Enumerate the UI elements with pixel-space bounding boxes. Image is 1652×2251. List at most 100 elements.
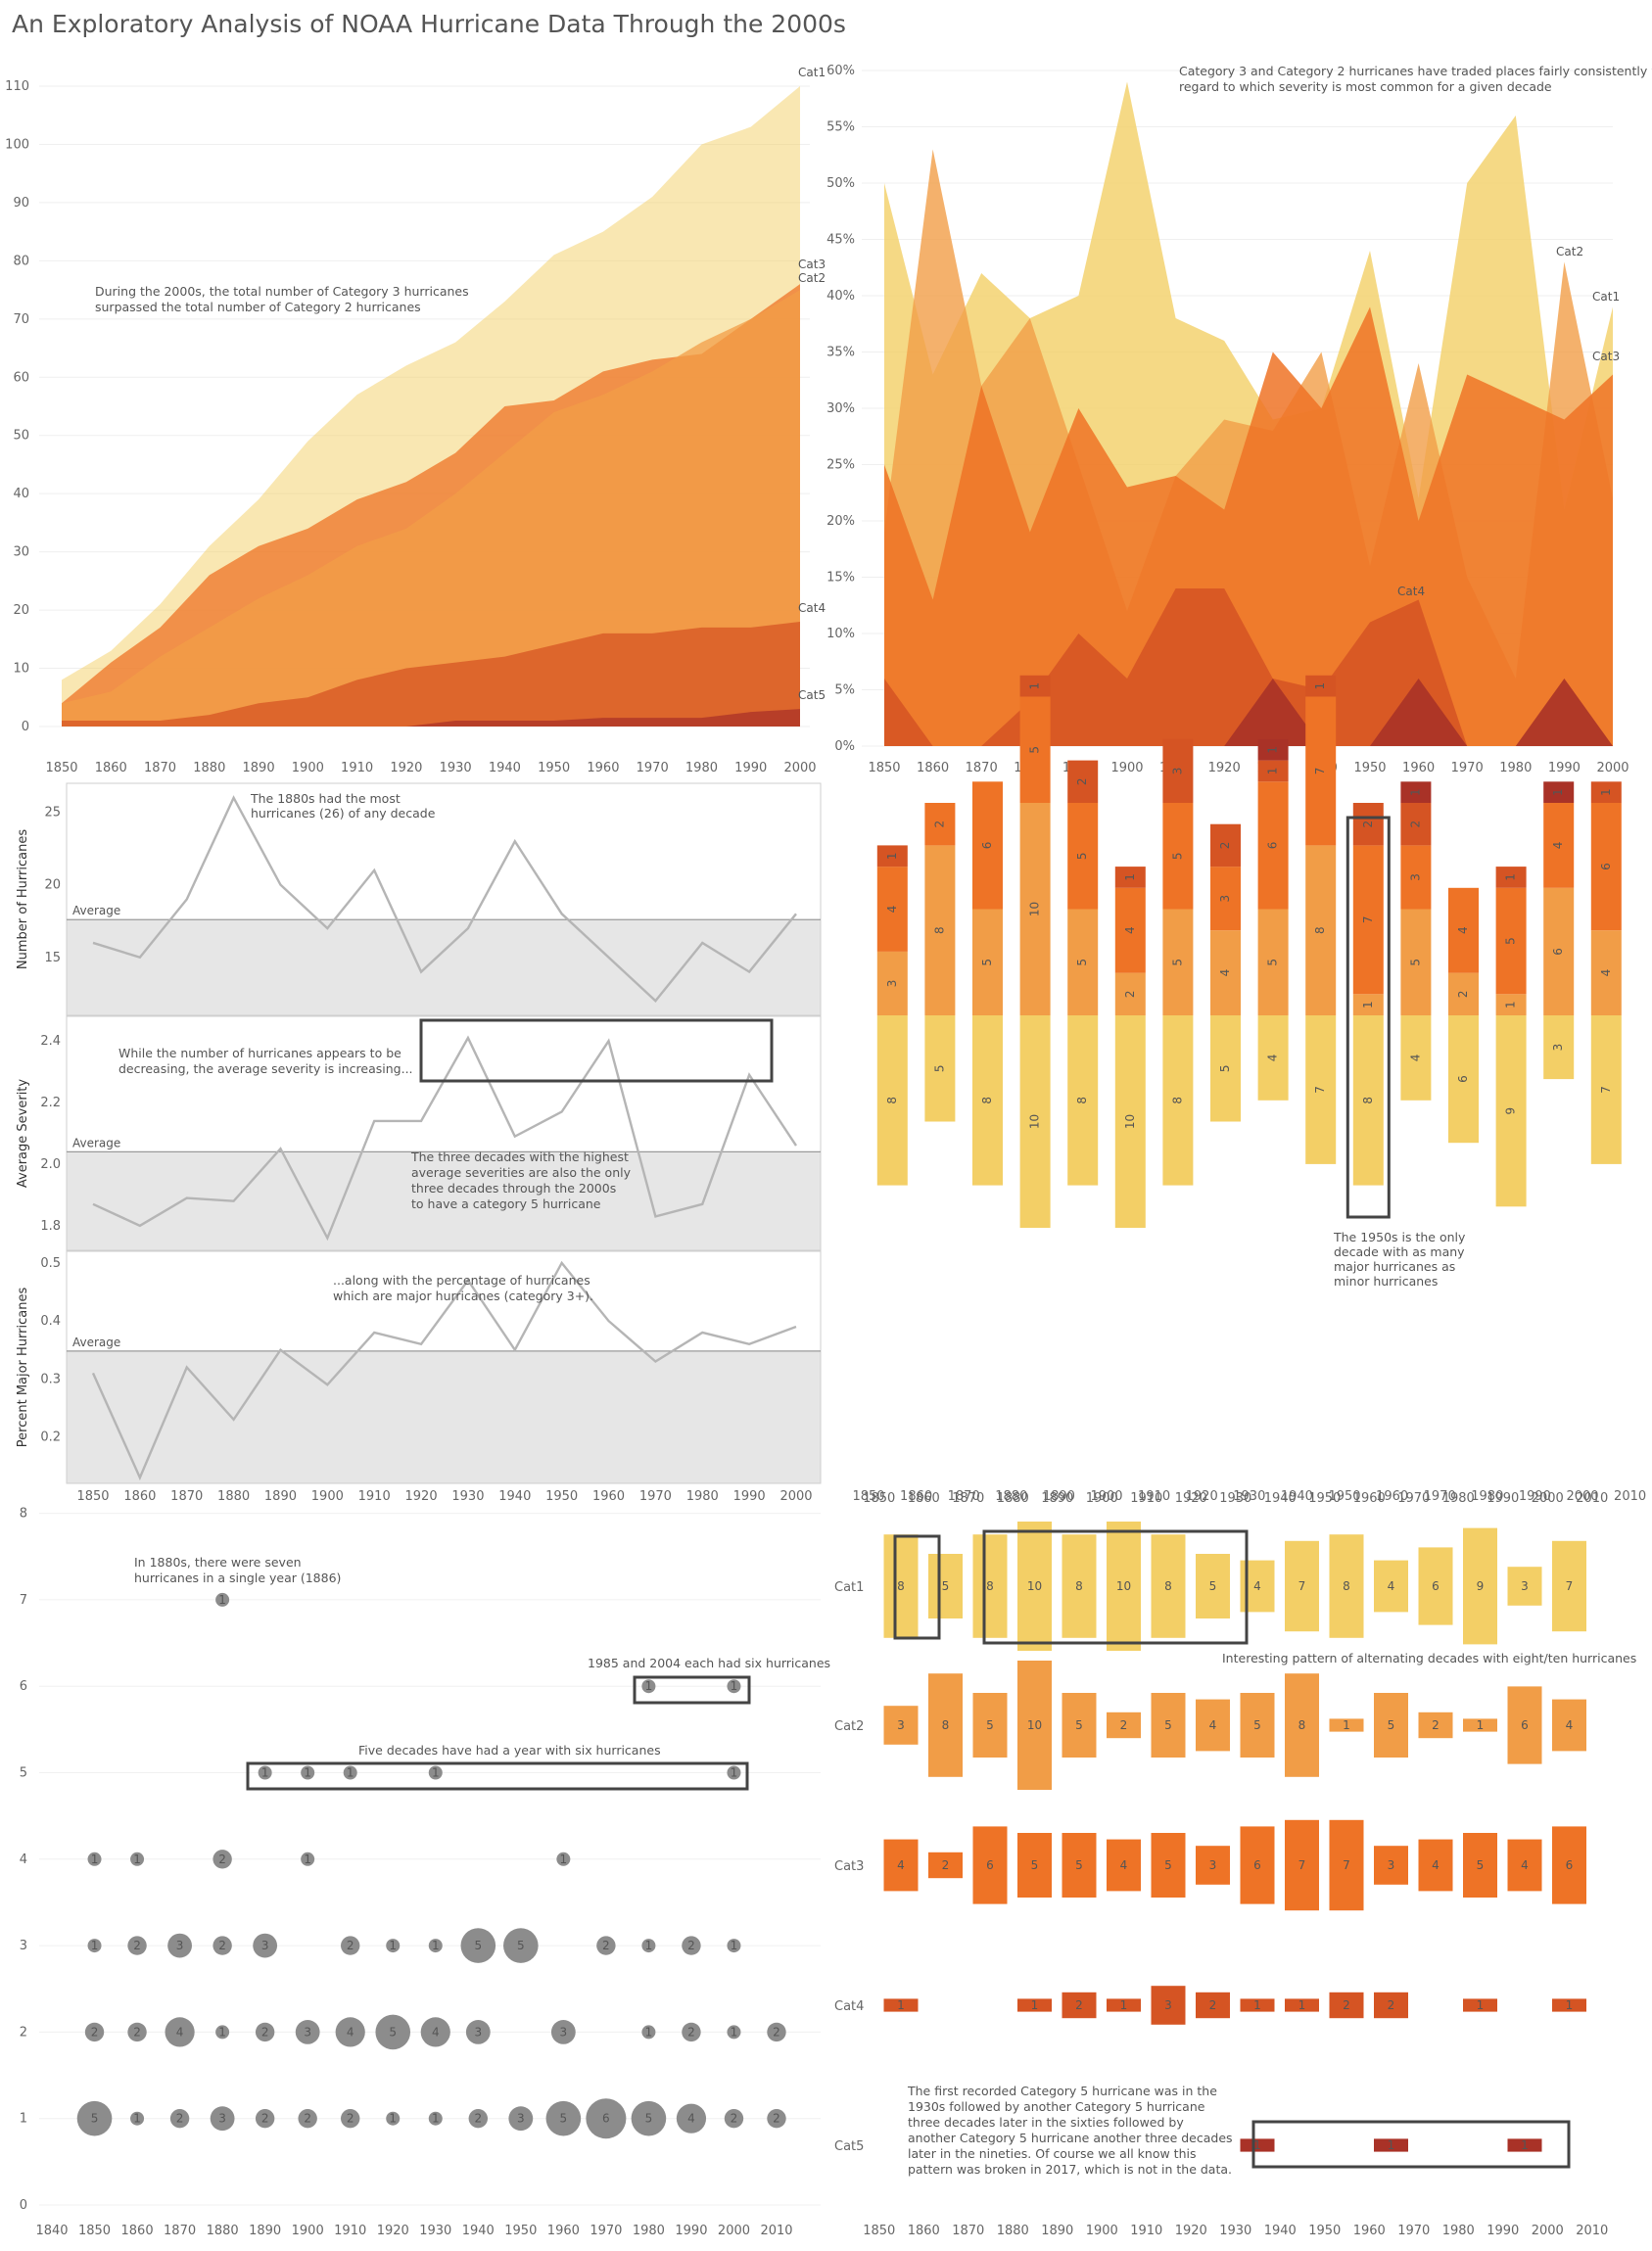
bar-value-label: 5 xyxy=(942,1579,950,1593)
bar-segment-cat1 xyxy=(1352,1015,1384,1186)
bar-segment-cat2 xyxy=(1067,909,1099,1015)
x-tick-label: 1870 xyxy=(164,2224,196,2238)
x-tick-label: 1990 xyxy=(675,2224,707,2238)
bar-value-label: 7 xyxy=(1298,1858,1306,1872)
bar-value-label: 4 xyxy=(1456,926,1470,934)
y-tick-label: 0 xyxy=(20,2198,27,2213)
bar-segment-cat3 xyxy=(1257,781,1289,910)
bar-value-label: 5 xyxy=(1075,959,1089,966)
y-tick-label: 3 xyxy=(20,1939,27,1953)
x-tick-label: 1920 xyxy=(390,761,422,775)
bar-cat4 xyxy=(1285,1998,1319,2012)
y-tick-label: 25 xyxy=(44,806,61,821)
x-tick-label: 1970 xyxy=(639,1489,672,1504)
bar-value-label: 8 xyxy=(980,1097,994,1104)
x-tick-label: 1960 xyxy=(587,761,619,775)
bar-cat2 xyxy=(1418,1712,1453,1739)
bar-value-label: 8 xyxy=(986,1579,994,1593)
annotation: another Category 5 hurricane another thr… xyxy=(908,2131,1233,2145)
bubble xyxy=(335,2017,365,2047)
x-tick-label: 1850 xyxy=(45,761,77,775)
bar-segment-cat2 xyxy=(876,951,908,1015)
cumulative-area-chart: 0 10 20 30 40 50 60 70 80 90 100 110 1850 1860 1870 188… xyxy=(5,66,826,775)
bubble xyxy=(84,2022,105,2042)
annotation: major hurricanes as xyxy=(1334,1259,1455,1274)
bar-value-label: 5 xyxy=(1504,937,1518,945)
bar-segment-cat2 xyxy=(1590,930,1622,1015)
x-tick-label: 1920 xyxy=(405,1489,438,1504)
bubble xyxy=(727,1679,741,1694)
x-tick-label: 2010 xyxy=(1576,2224,1608,2238)
bubble xyxy=(556,1852,571,1866)
x-tick-label: 1960 xyxy=(1353,1491,1386,1506)
bubble-label: 1 xyxy=(304,1766,311,1780)
x-tick-label: 1970 xyxy=(1397,1491,1430,1506)
bar-value-label: 1 xyxy=(1361,1001,1375,1008)
bar-segment-cat1 xyxy=(1257,1015,1289,1101)
x-tick-label: 1950 xyxy=(545,1489,578,1504)
bar-segment-cat4 xyxy=(1495,867,1527,888)
annotation: average severities are also the only xyxy=(411,1165,632,1180)
bar-cat1 xyxy=(1151,1534,1186,1638)
x-tick-label: 1860 xyxy=(121,2224,154,2238)
bar-segment-cat2 xyxy=(1495,994,1527,1015)
bar-value-label: 10 xyxy=(1028,902,1042,916)
bar-value-label: 4 xyxy=(1599,969,1613,977)
x-tick-label: 1860 xyxy=(908,1491,940,1506)
bar-cat2 xyxy=(1017,1661,1052,1790)
bubble-label: 3 xyxy=(218,2112,226,2126)
bar-segment-cat3 xyxy=(1543,803,1575,888)
row-label: Cat3 xyxy=(834,1859,864,1874)
bar-cat1 xyxy=(1329,1534,1364,1638)
x-tick-label: 2010 xyxy=(1614,1489,1646,1504)
bar-value-label: 1 xyxy=(1388,2138,1395,2152)
bubble-label: 1 xyxy=(432,2112,440,2126)
bar-segment-cat2 xyxy=(1162,909,1194,1015)
y-tick-label: 40% xyxy=(826,289,855,304)
y-tick-label: 5 xyxy=(20,1766,27,1781)
bar-segment-cat2 xyxy=(1400,909,1432,1015)
x-tick-label: 1890 xyxy=(243,761,275,775)
annotation: Interesting pattern of alternating decad… xyxy=(1222,1651,1636,1665)
x-tick-label: 2010 xyxy=(1576,1491,1608,1506)
category-bar-chart: 1850 1860 1870 1880 1890 1900 1910 1920 1930 1940… xyxy=(834,1491,1636,2238)
annotation: During the 2000s, the total number of Ca… xyxy=(95,284,469,299)
bubble xyxy=(641,1939,656,1953)
x-tick-label: 1990 xyxy=(1519,1489,1551,1504)
bubble-label: 2 xyxy=(773,2025,780,2039)
y-axis-title: Number of Hurricanes xyxy=(16,829,30,969)
bar-cat4 xyxy=(1017,1998,1052,2012)
bar-value-label: 8 xyxy=(1298,1718,1306,1732)
bar-cat3 xyxy=(1374,1846,1408,1885)
bubble xyxy=(375,2014,411,2050)
x-tick-label: 1900 xyxy=(292,761,324,775)
x-tick-label: 1970 xyxy=(590,2224,622,2238)
bubble-label: 1 xyxy=(91,1852,99,1866)
trend-line xyxy=(92,1035,798,1242)
bubble xyxy=(130,1852,145,1866)
x-tick-label: 1930 xyxy=(440,761,472,775)
bubble xyxy=(508,2106,534,2132)
bar-cat2 xyxy=(1107,1712,1141,1739)
bar-segment-cat2 xyxy=(1352,994,1384,1015)
y-tick-label: 90 xyxy=(13,196,29,211)
y-tick-label: 8 xyxy=(20,1507,27,1522)
annotation: minor hurricanes xyxy=(1334,1274,1438,1289)
bubble xyxy=(255,2022,275,2042)
bar-value-label: 7 xyxy=(1566,1579,1574,1593)
bar-value-label: 8 xyxy=(1170,1097,1184,1104)
x-tick-label: 1940 xyxy=(489,761,521,775)
annotation: Category 3 and Category 2 hurricanes hav… xyxy=(1179,64,1652,78)
bar-segment-cat3 xyxy=(1019,696,1051,803)
bubble xyxy=(727,1765,741,1780)
bubble xyxy=(341,1936,360,1955)
bar-cat1 xyxy=(972,1534,1008,1638)
bar-value-label: 4 xyxy=(1408,1055,1422,1062)
bar-cat2 xyxy=(883,1706,919,1745)
bar-value-label: 4 xyxy=(1388,1579,1395,1593)
bubble-label: 4 xyxy=(347,2025,354,2039)
bubble xyxy=(76,2100,113,2136)
page-title: An Exploratory Analysis of NOAA Hurrican… xyxy=(12,10,846,38)
bar-value-label: 5 xyxy=(1075,852,1089,860)
bar-segment-cat4 xyxy=(1352,803,1384,846)
